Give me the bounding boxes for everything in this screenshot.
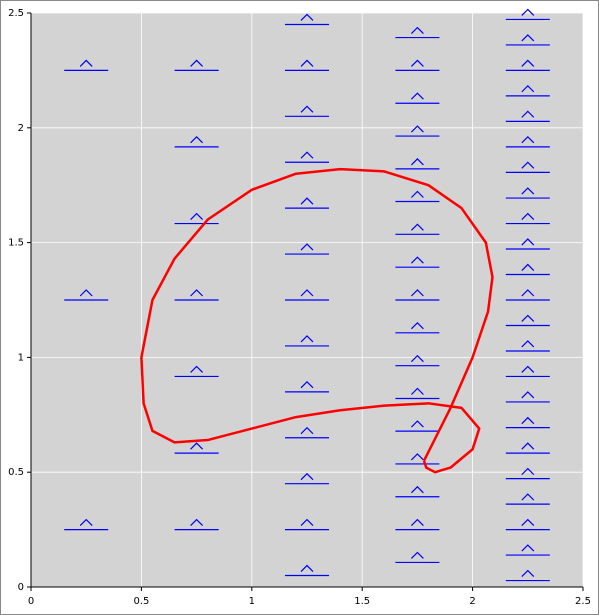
marker	[395, 453, 440, 465]
x-tick-label: 2	[469, 596, 475, 607]
marker	[285, 289, 329, 301]
x-tick-label: 0.5	[133, 596, 149, 607]
marker	[505, 212, 550, 225]
y-tick-label: 0.5	[8, 467, 24, 478]
marker	[64, 518, 109, 531]
marker	[395, 420, 440, 432]
marker	[505, 110, 550, 122]
x-tick-label: 1	[249, 596, 255, 607]
marker	[395, 289, 440, 301]
marker	[285, 426, 329, 439]
marker	[285, 243, 329, 255]
marker	[395, 26, 440, 39]
marker	[505, 467, 550, 480]
marker	[285, 518, 329, 531]
marker	[395, 190, 440, 203]
marker	[505, 136, 550, 148]
marker	[395, 59, 440, 71]
marker	[285, 13, 329, 26]
marker	[505, 187, 550, 199]
marker	[505, 340, 550, 352]
marker	[174, 136, 219, 148]
marker	[174, 365, 219, 378]
marker	[395, 223, 440, 235]
marker	[395, 387, 440, 400]
x-tick-label: 1.5	[354, 596, 370, 607]
marker	[395, 485, 440, 498]
marker	[285, 197, 329, 209]
marker	[505, 8, 550, 21]
marker	[395, 158, 440, 170]
y-tick-label: 1.5	[8, 238, 24, 249]
marker	[505, 59, 550, 71]
marker	[395, 92, 440, 104]
marker	[505, 544, 550, 556]
marker	[285, 59, 329, 71]
marker	[395, 551, 440, 564]
y-tick-label: 1	[18, 352, 24, 363]
marker	[174, 289, 219, 301]
marker	[505, 85, 550, 97]
marker	[505, 161, 550, 173]
marker	[395, 354, 440, 367]
marker	[174, 59, 219, 71]
marker	[285, 564, 329, 577]
marker	[174, 518, 219, 531]
marker	[505, 314, 550, 327]
marker	[174, 442, 219, 454]
y-tick-label: 2	[18, 123, 24, 134]
x-tick-label: 2.5	[575, 596, 591, 607]
marker	[505, 416, 550, 429]
marker	[505, 263, 550, 276]
marker	[505, 34, 550, 46]
marker	[395, 125, 440, 137]
marker	[64, 289, 109, 301]
y-tick-label: 2.5	[8, 8, 24, 19]
marker	[505, 569, 550, 582]
marker	[174, 212, 219, 225]
curve	[140, 167, 494, 474]
marker	[505, 365, 550, 378]
x-tick-label: 0	[28, 596, 34, 607]
marker	[505, 238, 550, 250]
y-tick-label: 0	[18, 582, 24, 593]
marker	[285, 380, 329, 393]
marker	[505, 391, 550, 403]
marker	[285, 335, 329, 347]
marker	[285, 472, 329, 485]
marker	[64, 59, 109, 71]
marker	[395, 256, 440, 268]
marker	[285, 151, 329, 163]
marker	[285, 105, 329, 117]
marker	[395, 518, 440, 531]
marker	[505, 442, 550, 454]
marker	[505, 289, 550, 301]
marker	[505, 493, 550, 505]
marker	[395, 321, 440, 334]
marker	[505, 518, 550, 531]
